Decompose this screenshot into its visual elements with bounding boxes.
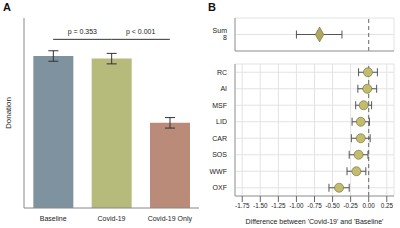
- svg-text:-0.25: -0.25: [343, 202, 358, 209]
- svg-text:-1.50: -1.50: [253, 202, 268, 209]
- svg-text:-0.50: -0.50: [325, 202, 340, 209]
- svg-text:-1.25: -1.25: [271, 202, 286, 209]
- svg-text:0.00: 0.00: [363, 202, 376, 209]
- svg-text:WWF: WWF: [210, 168, 228, 175]
- svg-text:Donation: Donation: [8, 97, 13, 129]
- html-text:A: A: [3, 1, 11, 13]
- svg-text:-1.75: -1.75: [235, 202, 250, 209]
- svg-text:-1.00: -1.00: [289, 202, 304, 209]
- svg-text:Covid-19 Only: Covid-19 Only: [148, 215, 193, 223]
- svg-text:MSF: MSF: [212, 102, 227, 109]
- svg-text:Baseline: Baseline: [40, 215, 67, 222]
- svg-text:Difference between 'Covid-19': Difference between 'Covid-19' and 'Basel…: [246, 218, 384, 225]
- svg-text:Sum8: Sum8: [213, 27, 228, 41]
- svg-text:p < 0.001: p < 0.001: [126, 28, 155, 36]
- svg-text:p = 0.353: p = 0.353: [68, 28, 97, 36]
- svg-text:RC: RC: [217, 69, 227, 76]
- svg-text:Covid-19: Covid-19: [97, 215, 125, 222]
- svg-text:-0.75: -0.75: [307, 202, 322, 209]
- svg-text:LID: LID: [216, 118, 227, 125]
- svg-text:AI: AI: [220, 85, 227, 92]
- svg-text:CAR: CAR: [212, 135, 227, 142]
- html-text:B: B: [208, 1, 216, 13]
- svg-text:OXF: OXF: [213, 184, 227, 191]
- svg-text:SOS: SOS: [212, 151, 227, 158]
- svg-text:0.25: 0.25: [381, 202, 392, 209]
